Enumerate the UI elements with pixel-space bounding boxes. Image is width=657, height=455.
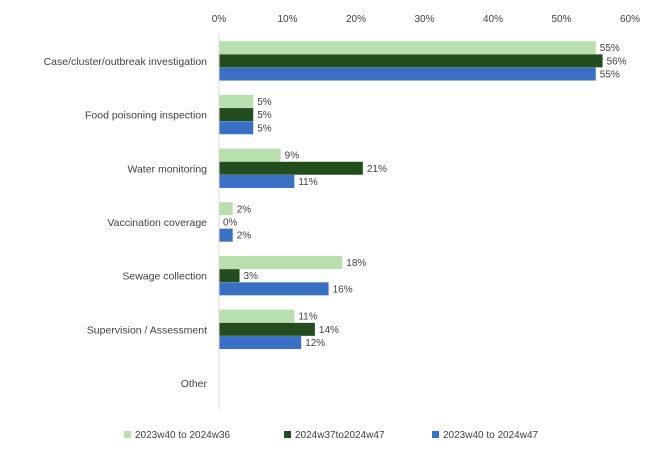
- bar: [219, 309, 295, 323]
- data-label: 12%: [305, 338, 325, 349]
- data-label: 16%: [333, 284, 353, 295]
- category-label: Sewage collection: [122, 271, 207, 283]
- bar: [219, 41, 596, 55]
- bar: [219, 282, 329, 296]
- x-tick-label: 10%: [277, 14, 297, 25]
- data-label: 5%: [257, 97, 272, 108]
- legend-entry: 2023w40 to 2024w36: [135, 430, 231, 441]
- bar: [219, 94, 254, 108]
- bar: [219, 174, 295, 188]
- data-labels: 55% 56% 55% 5% 5% 5% 9% 21% 11% 2% 0% 2% 18% 3% 16% 11%…: [223, 43, 627, 349]
- x-axis-ticks: 0% 10% 20% 30% 40% 50% 60%: [212, 14, 640, 25]
- data-label: 14%: [319, 325, 339, 336]
- data-label: 11%: [298, 177, 317, 188]
- bar: [219, 148, 281, 162]
- data-label: 21%: [367, 164, 387, 175]
- bar: [219, 54, 603, 68]
- bar: [219, 108, 254, 122]
- data-label: 55%: [600, 70, 620, 81]
- category-label: Water monitoring: [127, 163, 207, 175]
- bars: [219, 41, 603, 350]
- bar: [219, 161, 363, 175]
- bar: [219, 67, 596, 81]
- legend-swatch: [432, 431, 439, 438]
- legend: 2023w40 to 2024w36 2024w37to2024w47 2023w4…: [124, 430, 539, 441]
- data-label: 11%: [298, 312, 317, 323]
- category-label: Vaccination coverage: [107, 217, 207, 229]
- legend-entry: 2023w40 to 2024w47: [443, 430, 539, 441]
- x-tick-label: 60%: [620, 14, 640, 25]
- category-label: Food poisoning inspection: [85, 110, 207, 122]
- category-label: Supervision / Assessment: [87, 324, 207, 336]
- bar: [219, 336, 302, 350]
- x-tick-label: 50%: [551, 14, 571, 25]
- data-label: 18%: [346, 258, 366, 269]
- legend-swatch: [124, 431, 131, 438]
- data-label: 5%: [257, 110, 272, 121]
- bar: [219, 202, 233, 216]
- x-tick-label: 40%: [483, 14, 503, 25]
- data-label: 3%: [244, 271, 259, 282]
- data-label: 0%: [223, 217, 238, 228]
- x-tick-label: 0%: [212, 14, 227, 25]
- data-label: 5%: [257, 123, 272, 134]
- legend-swatch: [284, 431, 291, 438]
- data-label: 2%: [237, 204, 252, 215]
- legend-entry: 2024w37to2024w47: [295, 430, 385, 441]
- x-tick-label: 30%: [414, 14, 434, 25]
- data-label: 55%: [600, 43, 620, 54]
- x-tick-label: 20%: [346, 14, 366, 25]
- bar: [219, 228, 233, 242]
- bar: [219, 269, 240, 283]
- category-label: Other: [181, 378, 208, 390]
- data-label: 2%: [237, 231, 252, 242]
- bar: [219, 322, 315, 336]
- data-label: 56%: [607, 56, 627, 67]
- data-label: 9%: [285, 151, 300, 162]
- bar: [219, 255, 343, 269]
- category-labels: Case/cluster/outbreak investigation Food …: [44, 56, 208, 390]
- category-label: Case/cluster/outbreak investigation: [44, 56, 208, 68]
- bar: [219, 121, 254, 135]
